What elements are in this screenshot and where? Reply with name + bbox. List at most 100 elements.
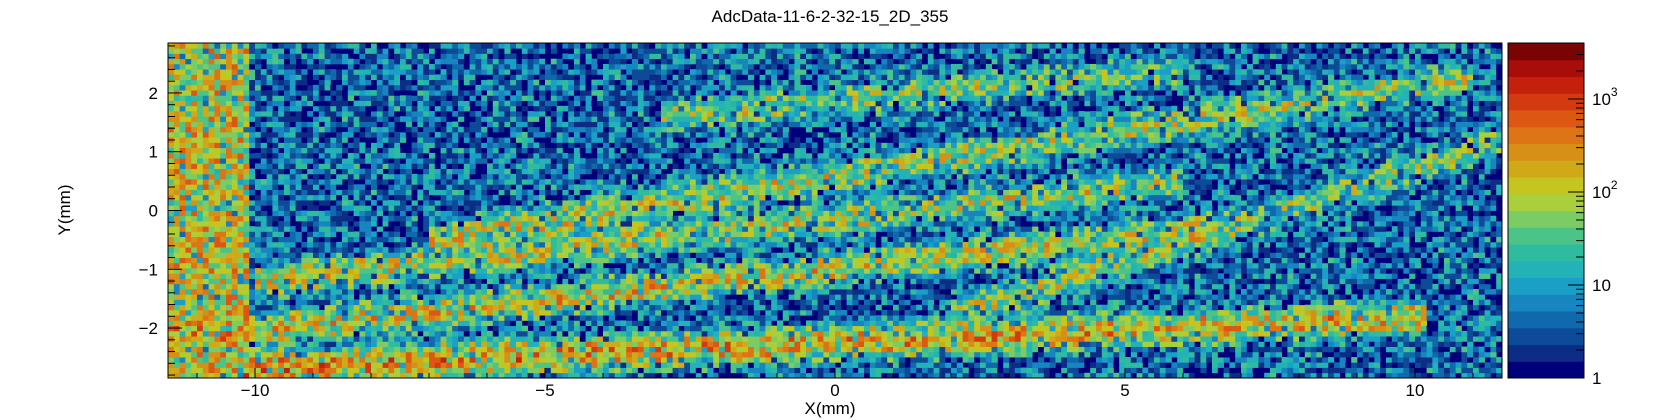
heatmap-cell (243, 215, 250, 222)
heatmap-cell (249, 142, 256, 149)
heatmap-cell (539, 289, 546, 295)
heatmap-cell (603, 372, 610, 379)
heatmap-cell (168, 179, 175, 185)
heatmap-cell (394, 142, 401, 149)
heatmap-cell (643, 105, 650, 112)
heatmap-cell (516, 121, 523, 128)
heatmap-cell (226, 336, 233, 342)
heatmap-cell (272, 294, 279, 300)
heatmap-cell (637, 357, 644, 363)
heatmap-cell (510, 105, 517, 112)
heatmap-cell (434, 341, 441, 347)
heatmap-cell (521, 79, 528, 86)
heatmap-cell (632, 152, 639, 159)
heatmap-cell (562, 362, 569, 368)
heatmap-cell (434, 48, 441, 54)
heatmap-cell (637, 362, 644, 368)
heatmap-cell (597, 226, 604, 232)
heatmap-cell (579, 163, 586, 170)
heatmap-cell (579, 116, 586, 122)
heatmap-cell (562, 278, 569, 285)
heatmap-cell (550, 63, 557, 70)
heatmap-cell (585, 372, 592, 379)
heatmap-cell (173, 168, 180, 175)
heatmap-cell (214, 189, 221, 196)
heatmap-cell (527, 236, 534, 243)
heatmap-cell (376, 257, 383, 264)
heatmap-cell (504, 137, 511, 143)
heatmap-cell (382, 95, 389, 101)
heatmap-cell (394, 90, 401, 96)
heatmap-cell (562, 168, 569, 175)
heatmap-cell (179, 268, 186, 274)
heatmap-cell (231, 95, 238, 101)
heatmap-cell (434, 325, 441, 332)
heatmap-cell (568, 210, 575, 217)
heatmap-cell (342, 43, 349, 49)
heatmap-cell (342, 63, 349, 70)
heatmap-cell (382, 158, 389, 164)
heatmap-cell (243, 351, 250, 358)
heatmap-cell (516, 163, 523, 170)
heatmap-cell (608, 58, 615, 65)
heatmap-cell (400, 362, 407, 368)
heatmap-cell (591, 121, 598, 128)
heatmap-cell (463, 304, 470, 311)
heatmap-cell (527, 100, 534, 107)
heatmap-cell (614, 320, 621, 327)
heatmap-cell (318, 194, 325, 201)
heatmap-cell (284, 304, 291, 311)
heatmap-cell (446, 179, 453, 185)
heatmap-cell (353, 330, 360, 337)
heatmap-cell (591, 309, 598, 316)
heatmap-cell (179, 325, 186, 332)
heatmap-cell (179, 299, 186, 306)
heatmap-cell (411, 152, 418, 159)
heatmap-cell (452, 278, 459, 285)
heatmap-cell (330, 69, 337, 75)
heatmap-cell (214, 43, 221, 49)
heatmap-cell (388, 294, 395, 300)
heatmap-cell (179, 273, 186, 279)
heatmap-cell (371, 152, 378, 159)
heatmap-cell (214, 121, 221, 128)
heatmap-cell (452, 194, 459, 201)
heatmap-cell (249, 126, 256, 133)
heatmap-cell (237, 346, 244, 353)
heatmap-cell (237, 294, 244, 300)
heatmap-cell (475, 294, 482, 300)
heatmap-cell (359, 341, 366, 347)
heatmap-cell (272, 372, 279, 379)
heatmap-cell (260, 336, 267, 342)
heatmap-cell (469, 231, 476, 238)
heatmap-cell (376, 309, 383, 316)
heatmap-cell (336, 231, 343, 238)
heatmap-cell (365, 299, 372, 306)
heatmap-cell (417, 121, 424, 128)
heatmap-cell (376, 330, 383, 337)
heatmap-cell (539, 247, 546, 253)
heatmap-cell (376, 357, 383, 363)
heatmap-cell (481, 210, 488, 217)
heatmap-cell (405, 273, 412, 279)
heatmap-cell (202, 346, 209, 353)
heatmap-cell (469, 111, 476, 117)
heatmap-cell (481, 111, 488, 117)
heatmap-cell (545, 309, 552, 316)
heatmap-cell (492, 90, 499, 96)
heatmap-cell (191, 189, 198, 196)
heatmap-cell (417, 116, 424, 122)
heatmap-cell (394, 351, 401, 358)
heatmap-cell (620, 131, 627, 138)
heatmap-cell (284, 231, 291, 238)
heatmap-cell (446, 69, 453, 75)
heatmap-cell (179, 194, 186, 201)
heatmap-cell (504, 184, 511, 190)
heatmap-cell (643, 236, 650, 243)
heatmap-cell (626, 362, 633, 368)
heatmap-cell (521, 336, 528, 342)
heatmap-cell (550, 299, 557, 306)
heatmap-cell (353, 273, 360, 279)
heatmap-cell (237, 215, 244, 222)
heatmap-cell (330, 231, 337, 238)
